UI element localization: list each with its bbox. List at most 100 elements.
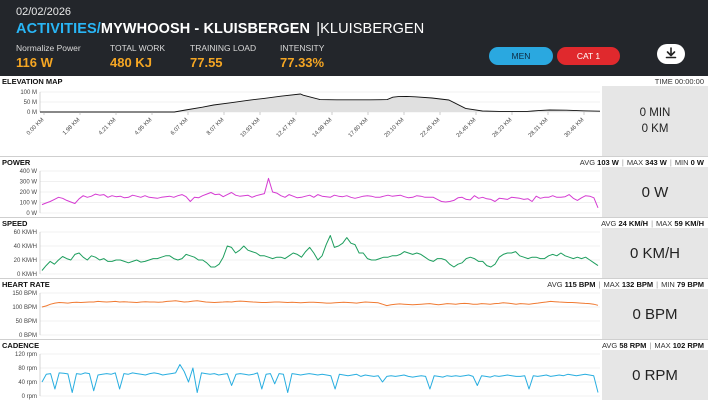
metric-label: Normalize Power	[16, 43, 81, 53]
y-tick-label: 300 W	[20, 180, 38, 186]
series-line	[41, 364, 599, 393]
cadence-chart[interactable]: 120 rpm 80 rpm 40 rpm 0 rpm	[0, 350, 602, 400]
distance-readout: 0 KM	[641, 123, 669, 135]
section-title: SPEED	[2, 219, 28, 228]
max-cadence: 102 RPM	[672, 341, 704, 350]
gender-filter-button[interactable]: MEN	[489, 47, 553, 65]
y-tick-label: 0 M	[27, 110, 37, 116]
metric-value: 77.33%	[280, 55, 325, 70]
x-tick-label: 20.10 KM	[384, 117, 406, 139]
section-title: POWER	[2, 158, 31, 167]
speed-chart[interactable]: 60 KM/H 40 KM/H 20 KM/H 0 KM/H	[0, 228, 602, 278]
avg-heart-rate: 115 BPM	[564, 280, 596, 289]
elevation-line	[40, 93, 601, 113]
y-tick-label: 100 W	[20, 201, 38, 207]
y-tick-label: 20 KM/H	[14, 258, 37, 264]
stat-label: AVG	[547, 280, 563, 289]
activity-header: 02/02/2026 ACTIVITIES/MYWHOOSH - KLUISBE…	[0, 0, 708, 76]
min-heart-rate: 79 BPM	[676, 280, 704, 289]
section-title: HEART RATE	[2, 280, 50, 289]
heart-rate-section: HEART RATE AVG 115 BPM | MAX 132 BPM | MIN 7…	[0, 279, 708, 339]
section-divider	[0, 339, 708, 340]
cadence-section: CADENCE AVG 58 RPM | MAX 102 RPM	[0, 340, 708, 400]
max-heart-rate: 132 BPM	[621, 280, 654, 289]
section-divider	[0, 156, 708, 157]
avg-cadence: 58 RPM	[619, 341, 647, 350]
x-tick-label: 14.98 KM	[312, 117, 334, 139]
title-separator: |	[316, 21, 321, 37]
activity-name: MYWHOOSH - KLUISBERGEN	[100, 21, 311, 37]
stat-label: AVG	[601, 219, 617, 228]
metric-total-work: TOTAL WORK 480 KJ	[110, 43, 165, 70]
y-tick-label: 50 BPM	[16, 319, 37, 325]
category-filter-button[interactable]: CAT 1	[557, 47, 620, 65]
x-tick-label: 22.45 KM	[420, 117, 442, 139]
x-tick-label: 1.98 KM	[62, 117, 82, 137]
y-tick-label: 40 rpm	[18, 380, 37, 386]
y-tick-label: 50 M	[24, 100, 37, 106]
download-button[interactable]	[657, 44, 685, 64]
series-line	[41, 235, 599, 271]
metric-label: INTENSITY	[280, 43, 325, 53]
y-tick-label: 400 W	[20, 169, 38, 175]
x-tick-label: 12.47 KM	[276, 117, 298, 139]
x-tick-label: 4.95 KM	[134, 117, 154, 137]
page-title: ACTIVITIES/MYWHOOSH - KLUISBERGEN |KLUIS…	[16, 21, 424, 37]
avg-speed: 24 KM/H	[618, 219, 649, 228]
power-readout: 0 W	[602, 167, 708, 217]
series-line	[41, 177, 599, 208]
y-tick-label: 120 rpm	[15, 352, 37, 358]
series-line	[41, 300, 599, 308]
speed-section: SPEED AVG 24 KM/H | MAX 59 KM/H	[0, 218, 708, 278]
y-tick-label: 100 BPM	[12, 305, 37, 311]
elevation-chart[interactable]: 100 M 50 M 0 M0.00 KM 1.98 KM 4.21 KM 4.95 KM…	[0, 86, 602, 156]
metric-label: TOTAL WORK	[110, 43, 166, 53]
stat-label: AVG	[579, 158, 596, 167]
stat-label: MAX	[603, 280, 620, 289]
heart-rate-stats: AVG 115 BPM | MAX 132 BPM | MIN 79 BPM	[547, 280, 704, 289]
y-tick-label: 0 KM/H	[17, 272, 37, 278]
section-divider	[0, 217, 708, 218]
metric-label: TRAINING LOAD	[190, 43, 257, 53]
speed-readout: 0 KM/H	[602, 228, 708, 278]
metric-value: 77.55	[190, 55, 223, 70]
y-tick-label: 80 rpm	[18, 366, 37, 372]
breadcrumb-activities-link[interactable]: ACTIVITIES/	[16, 21, 101, 37]
metric-training-load: TRAINING LOAD 77.55	[190, 43, 256, 70]
stat-label: AVG	[601, 341, 618, 350]
elevation-section: ELEVATION MAP TIME 00:00:00	[0, 76, 708, 156]
elapsed-minutes: 0 MIN	[639, 107, 671, 119]
route-name: KLUISBERGEN	[320, 21, 425, 37]
power-chart[interactable]: 400 W 300 W 200 W 100 W 0 W	[0, 167, 602, 217]
max-speed: 59 KM/H	[674, 219, 704, 228]
x-tick-label: 28.31 KM	[528, 117, 550, 139]
metric-value: 480 KJ	[110, 55, 152, 70]
y-tick-label: 0 W	[26, 211, 37, 217]
metric-normalized-power: Normalize Power 116 W	[16, 43, 81, 70]
heart-rate-chart[interactable]: 150 BPM 100 BPM 50 BPM 0 BPM	[0, 289, 602, 339]
y-tick-label: 0 BPM	[19, 333, 37, 339]
x-tick-label: 26.23 KM	[492, 117, 514, 139]
stat-label: MAX	[626, 158, 644, 167]
x-tick-label: 6.07 KM	[170, 117, 190, 137]
stat-label: MIN	[674, 158, 689, 167]
cadence-stats: AVG 58 RPM | MAX 102 RPM	[601, 341, 704, 350]
elevation-area	[40, 94, 600, 112]
cadence-readout: 0 RPM	[602, 350, 708, 400]
x-tick-label: 8.07 KM	[206, 117, 226, 137]
x-tick-label: 24.45 KM	[456, 117, 478, 139]
y-tick-label: 150 BPM	[12, 291, 37, 297]
y-tick-label: 0 rpm	[22, 394, 37, 400]
stat-label: MAX	[656, 219, 673, 228]
max-power: 343 W	[645, 158, 667, 167]
y-tick-label: 40 KM/H	[14, 244, 37, 250]
x-tick-label: 0.00 KM	[26, 117, 46, 137]
y-tick-label: 100 M	[20, 90, 37, 96]
y-tick-label: 200 W	[20, 190, 38, 196]
activity-date: 02/02/2026	[16, 6, 72, 18]
metric-value: 116 W	[16, 55, 53, 70]
download-icon	[665, 47, 677, 59]
section-title: ELEVATION MAP	[2, 77, 63, 86]
section-title: CADENCE	[2, 341, 40, 350]
x-tick-label: 4.21 KM	[98, 117, 118, 137]
